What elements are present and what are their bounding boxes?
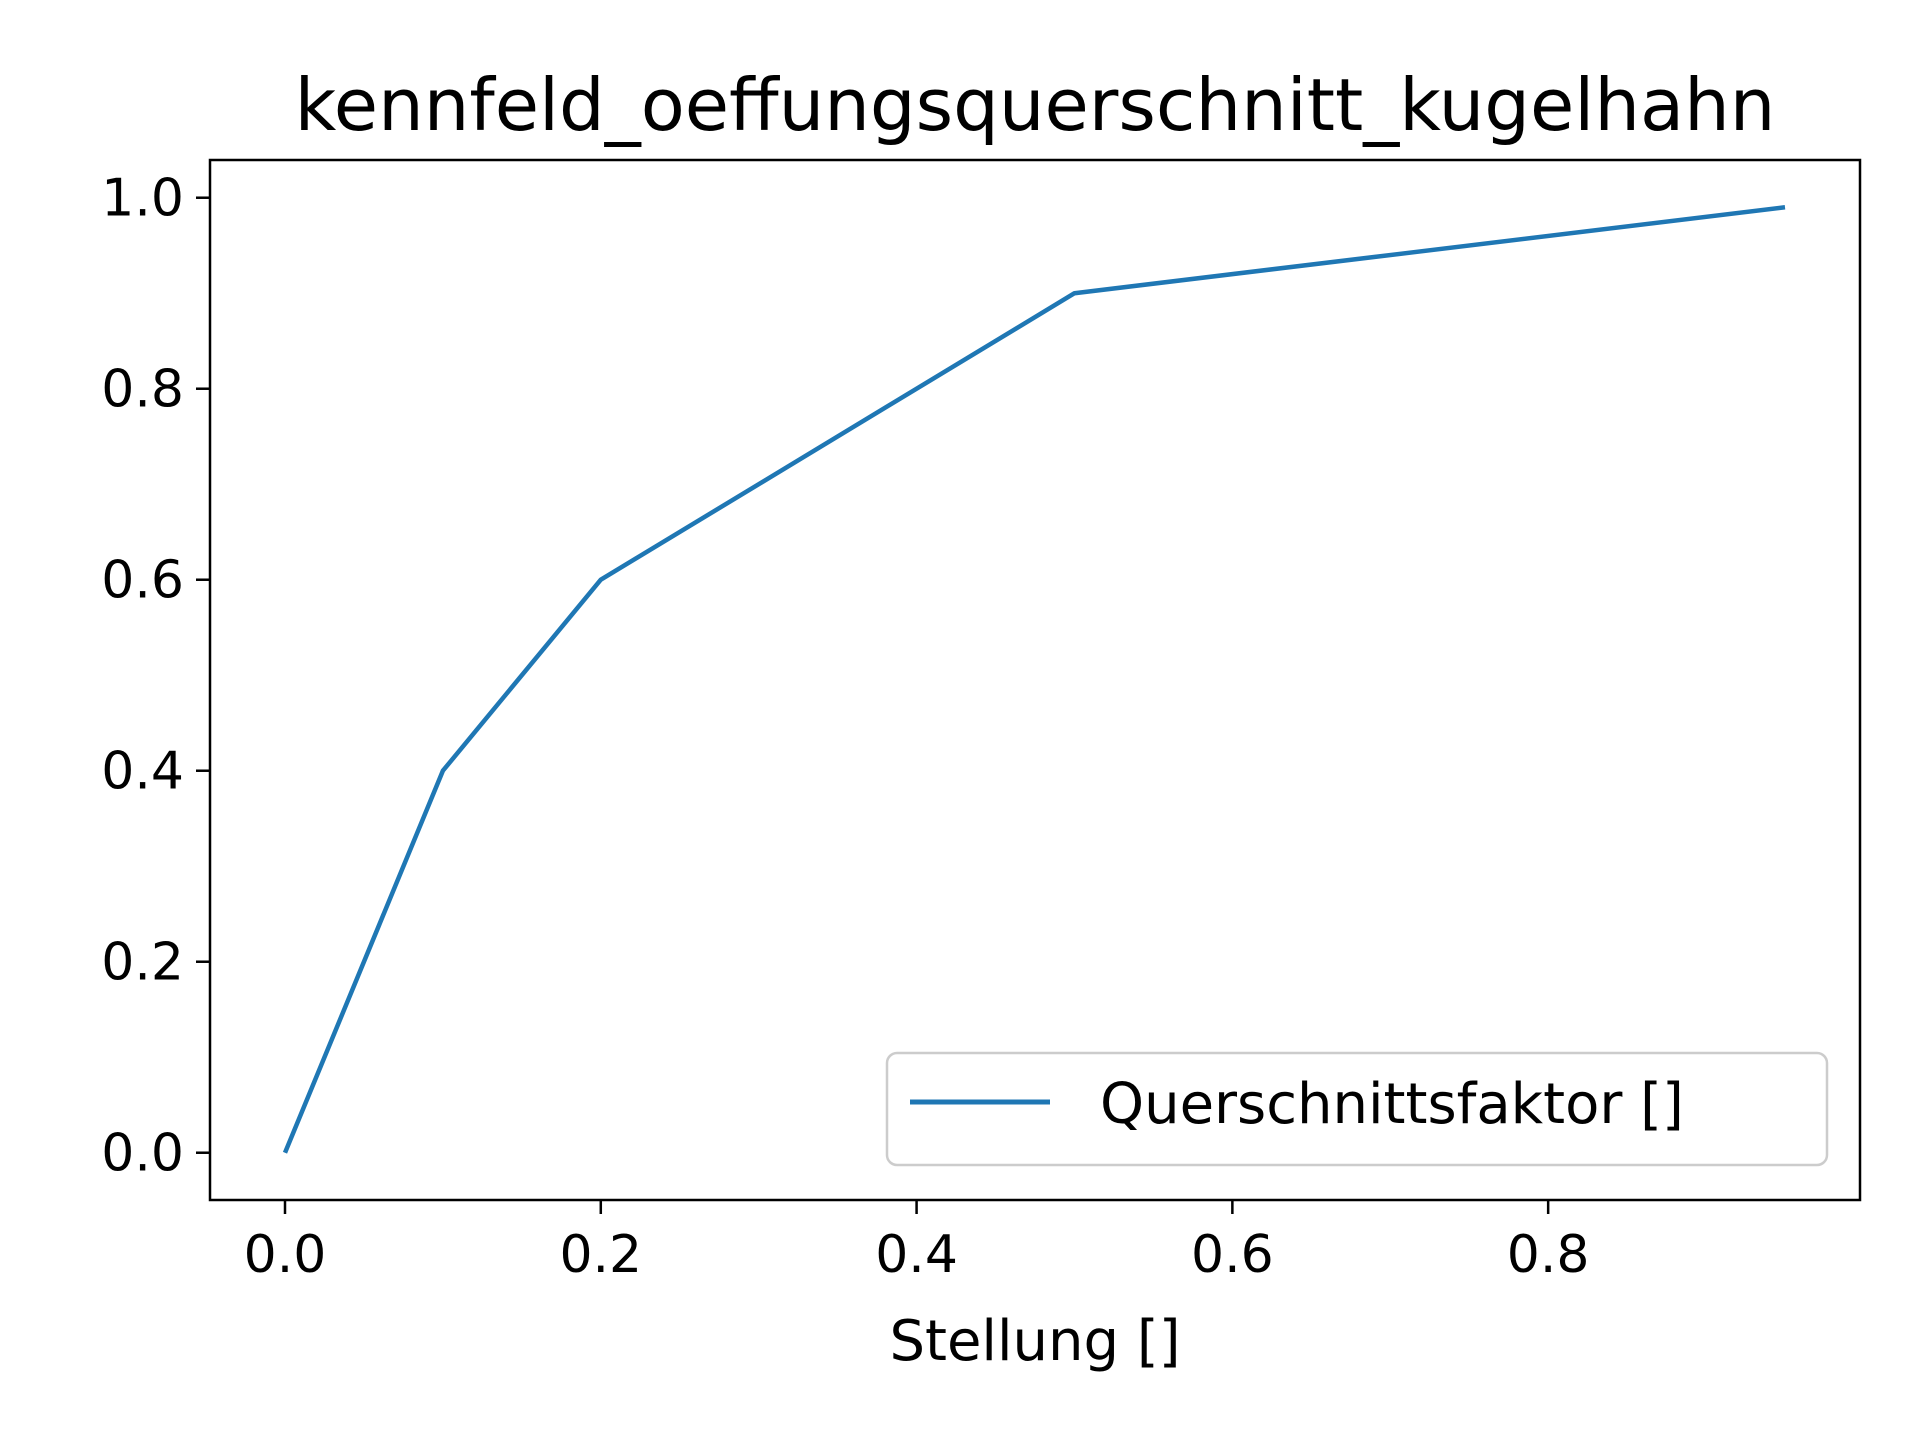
x-axis-label: Stellung [] [889,1309,1180,1374]
y-axis-ticks: 0.0 0.2 0.4 0.6 0.8 1.0 [101,169,210,1184]
chart-title: kennfeld_oeffungsquerschnitt_kugelhahn [295,63,1776,147]
series-layer [282,205,1786,1154]
y-tick-label: 0.0 [101,1124,184,1184]
legend-box [885,1051,1829,1167]
x-tick-label: 0.4 [875,1225,958,1285]
y-tick-label: 0.8 [101,360,184,420]
x-tick-label: 0.2 [559,1225,642,1285]
y-tick-label: 0.2 [101,933,184,993]
plot-frame [208,158,1862,1202]
x-tick-label: 0.0 [244,1225,327,1285]
x-tick-label: 0.6 [1191,1225,1274,1285]
series-line-0 [282,205,1786,1154]
y-tick-label: 1.0 [101,169,184,229]
x-axis-ticks: 0.0 0.2 0.4 0.6 0.8 [244,1200,1590,1285]
plot-area [210,160,1860,1200]
y-tick-label: 0.4 [101,742,184,802]
legend-label: Querschnittsfaktor [] [1100,1072,1684,1137]
x-tick-label: 0.8 [1507,1225,1590,1285]
legend: Querschnittsfaktor [] [885,1051,1829,1167]
y-tick-label: 0.6 [101,551,184,611]
